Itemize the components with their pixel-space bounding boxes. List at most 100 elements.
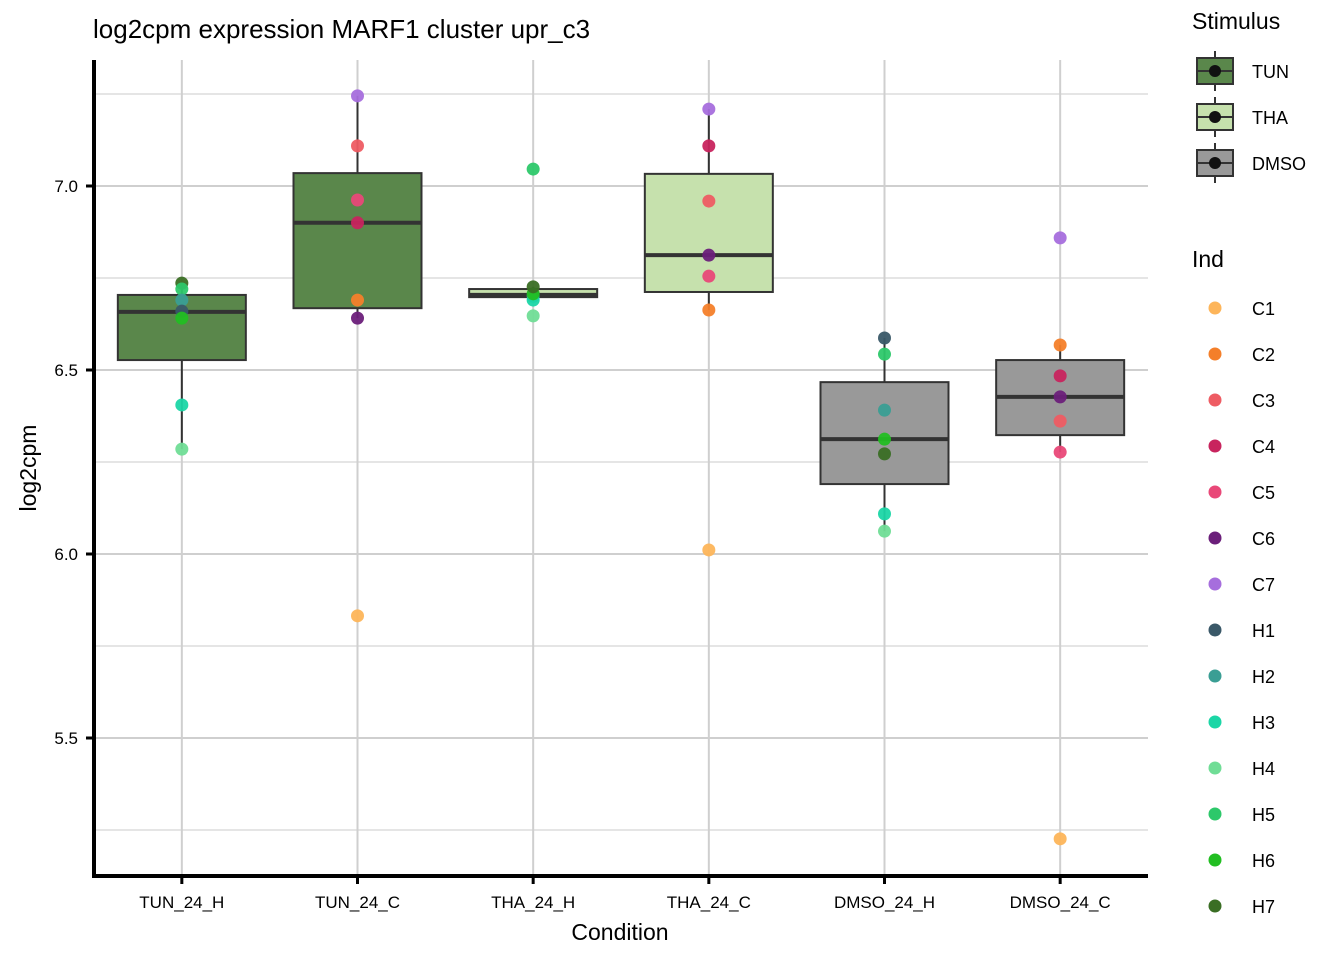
legend-point — [1208, 761, 1222, 775]
legend-item-C2: C2 — [1208, 345, 1275, 365]
legend-item-H7: H7 — [1208, 897, 1275, 917]
legend-label: H3 — [1252, 713, 1275, 733]
y-tick-label: 5.5 — [54, 729, 78, 748]
point-H7 — [526, 280, 540, 294]
legend-item-H2: H2 — [1208, 667, 1275, 687]
legend-key-TUN: TUN — [1196, 51, 1289, 91]
legend-item-C6: C6 — [1208, 529, 1275, 549]
legend-point — [1208, 347, 1222, 361]
point-C3 — [351, 139, 364, 153]
point-C5 — [702, 269, 716, 283]
legend-item-C5: C5 — [1208, 483, 1275, 503]
legend-label: C4 — [1252, 437, 1275, 457]
legend-label: C5 — [1252, 483, 1275, 503]
point-C6 — [1053, 390, 1067, 404]
point-C6 — [351, 311, 364, 325]
legend-point — [1208, 807, 1222, 821]
stimulus-legend-title: Stimulus — [1192, 8, 1280, 34]
point-C5 — [351, 193, 364, 207]
point-C3 — [1053, 414, 1067, 428]
point-H4 — [175, 442, 189, 456]
point-H3 — [175, 398, 189, 412]
point-H2 — [878, 403, 891, 417]
legend-point — [1208, 899, 1222, 913]
legend-label: C1 — [1252, 299, 1275, 319]
point-C1 — [1053, 832, 1067, 846]
legend-dot — [1209, 157, 1221, 169]
x-axis-title: Condition — [571, 919, 668, 945]
legend-key-THA: THA — [1196, 97, 1288, 137]
legend-label: THA — [1252, 108, 1288, 128]
legend-label: H4 — [1252, 759, 1275, 779]
box-TUN_24_C — [292, 95, 423, 319]
point-C7 — [702, 102, 716, 116]
point-C6 — [702, 248, 716, 262]
point-C2 — [702, 303, 716, 317]
legend-dot — [1209, 111, 1221, 123]
x-ticks: TUN_24_H TUN_24_C THA_24_H THA_24_C DMSO_24_… — [139, 876, 1111, 912]
legend-point — [1208, 393, 1222, 407]
legend-item-C1: C1 — [1208, 299, 1275, 319]
grid — [94, 60, 1148, 876]
point-H6 — [175, 311, 189, 325]
legend-label: H7 — [1252, 897, 1275, 917]
stimulus-legend: Stimulus TUN THA DMSO — [1192, 8, 1306, 183]
legend-label: H2 — [1252, 667, 1275, 687]
legend-label: C2 — [1252, 345, 1275, 365]
chart-title: log2cpm expression MARF1 cluster upr_c3 — [93, 14, 590, 44]
x-tick-label: THA_24_C — [667, 893, 751, 912]
y-tick-label: 6.0 — [54, 545, 78, 564]
legend-item-H6: H6 — [1208, 851, 1275, 871]
y-ticks: 5.5 6.0 6.5 7.0 — [54, 177, 94, 748]
point-C7 — [351, 89, 364, 103]
boxes — [116, 95, 1126, 532]
box-iqr — [292, 172, 423, 310]
legend-item-H4: H4 — [1208, 759, 1275, 779]
point-H5 — [878, 347, 891, 361]
point-C5 — [1053, 445, 1067, 459]
point-C2 — [351, 293, 364, 307]
legend-label: H1 — [1252, 621, 1275, 641]
legend-label: DMSO — [1252, 154, 1306, 174]
legend-point — [1208, 485, 1222, 499]
point-H1 — [878, 331, 891, 345]
point-H5 — [175, 282, 189, 296]
legend-point — [1208, 853, 1222, 867]
point-H5 — [526, 162, 540, 176]
legend-label: H5 — [1252, 805, 1275, 825]
legend-item-C7: C7 — [1208, 575, 1275, 595]
ind-legend-title: Ind — [1192, 246, 1224, 272]
point-C2 — [1053, 338, 1067, 352]
point-H3 — [878, 507, 891, 521]
legend-label: C7 — [1252, 575, 1275, 595]
legend-dot — [1209, 65, 1221, 77]
point-H4 — [526, 309, 540, 323]
legend-item-H3: H3 — [1208, 713, 1275, 733]
point-C4 — [702, 139, 716, 153]
point-C4 — [351, 216, 364, 230]
legend-point — [1208, 531, 1222, 545]
x-tick-label: TUN_24_H — [139, 893, 224, 912]
legend-point — [1208, 715, 1222, 729]
legend-point — [1208, 669, 1222, 683]
points — [175, 89, 1067, 846]
x-tick-label: THA_24_H — [491, 893, 575, 912]
legend-point — [1208, 439, 1222, 453]
axes — [92, 60, 1148, 878]
point-H6 — [878, 432, 891, 446]
point-C4 — [1053, 369, 1067, 383]
legend-item-C3: C3 — [1208, 391, 1275, 411]
point-H7 — [878, 447, 891, 461]
point-H4 — [878, 524, 891, 538]
legend-label: C3 — [1252, 391, 1275, 411]
legend-point — [1208, 577, 1222, 591]
x-tick-label: DMSO_24_C — [1010, 893, 1111, 912]
legend-label: H6 — [1252, 851, 1275, 871]
x-tick-label: TUN_24_C — [315, 893, 400, 912]
point-C1 — [702, 543, 716, 557]
y-tick-label: 7.0 — [54, 177, 78, 196]
ind-legend: Ind C1 C2 C3 C4 C5 C6 C7 H1 H2 H3 H4 H5 H6 H7 — [1192, 246, 1275, 917]
legend-item-H5: H5 — [1208, 805, 1275, 825]
legend-item-H1: H1 — [1208, 621, 1275, 641]
